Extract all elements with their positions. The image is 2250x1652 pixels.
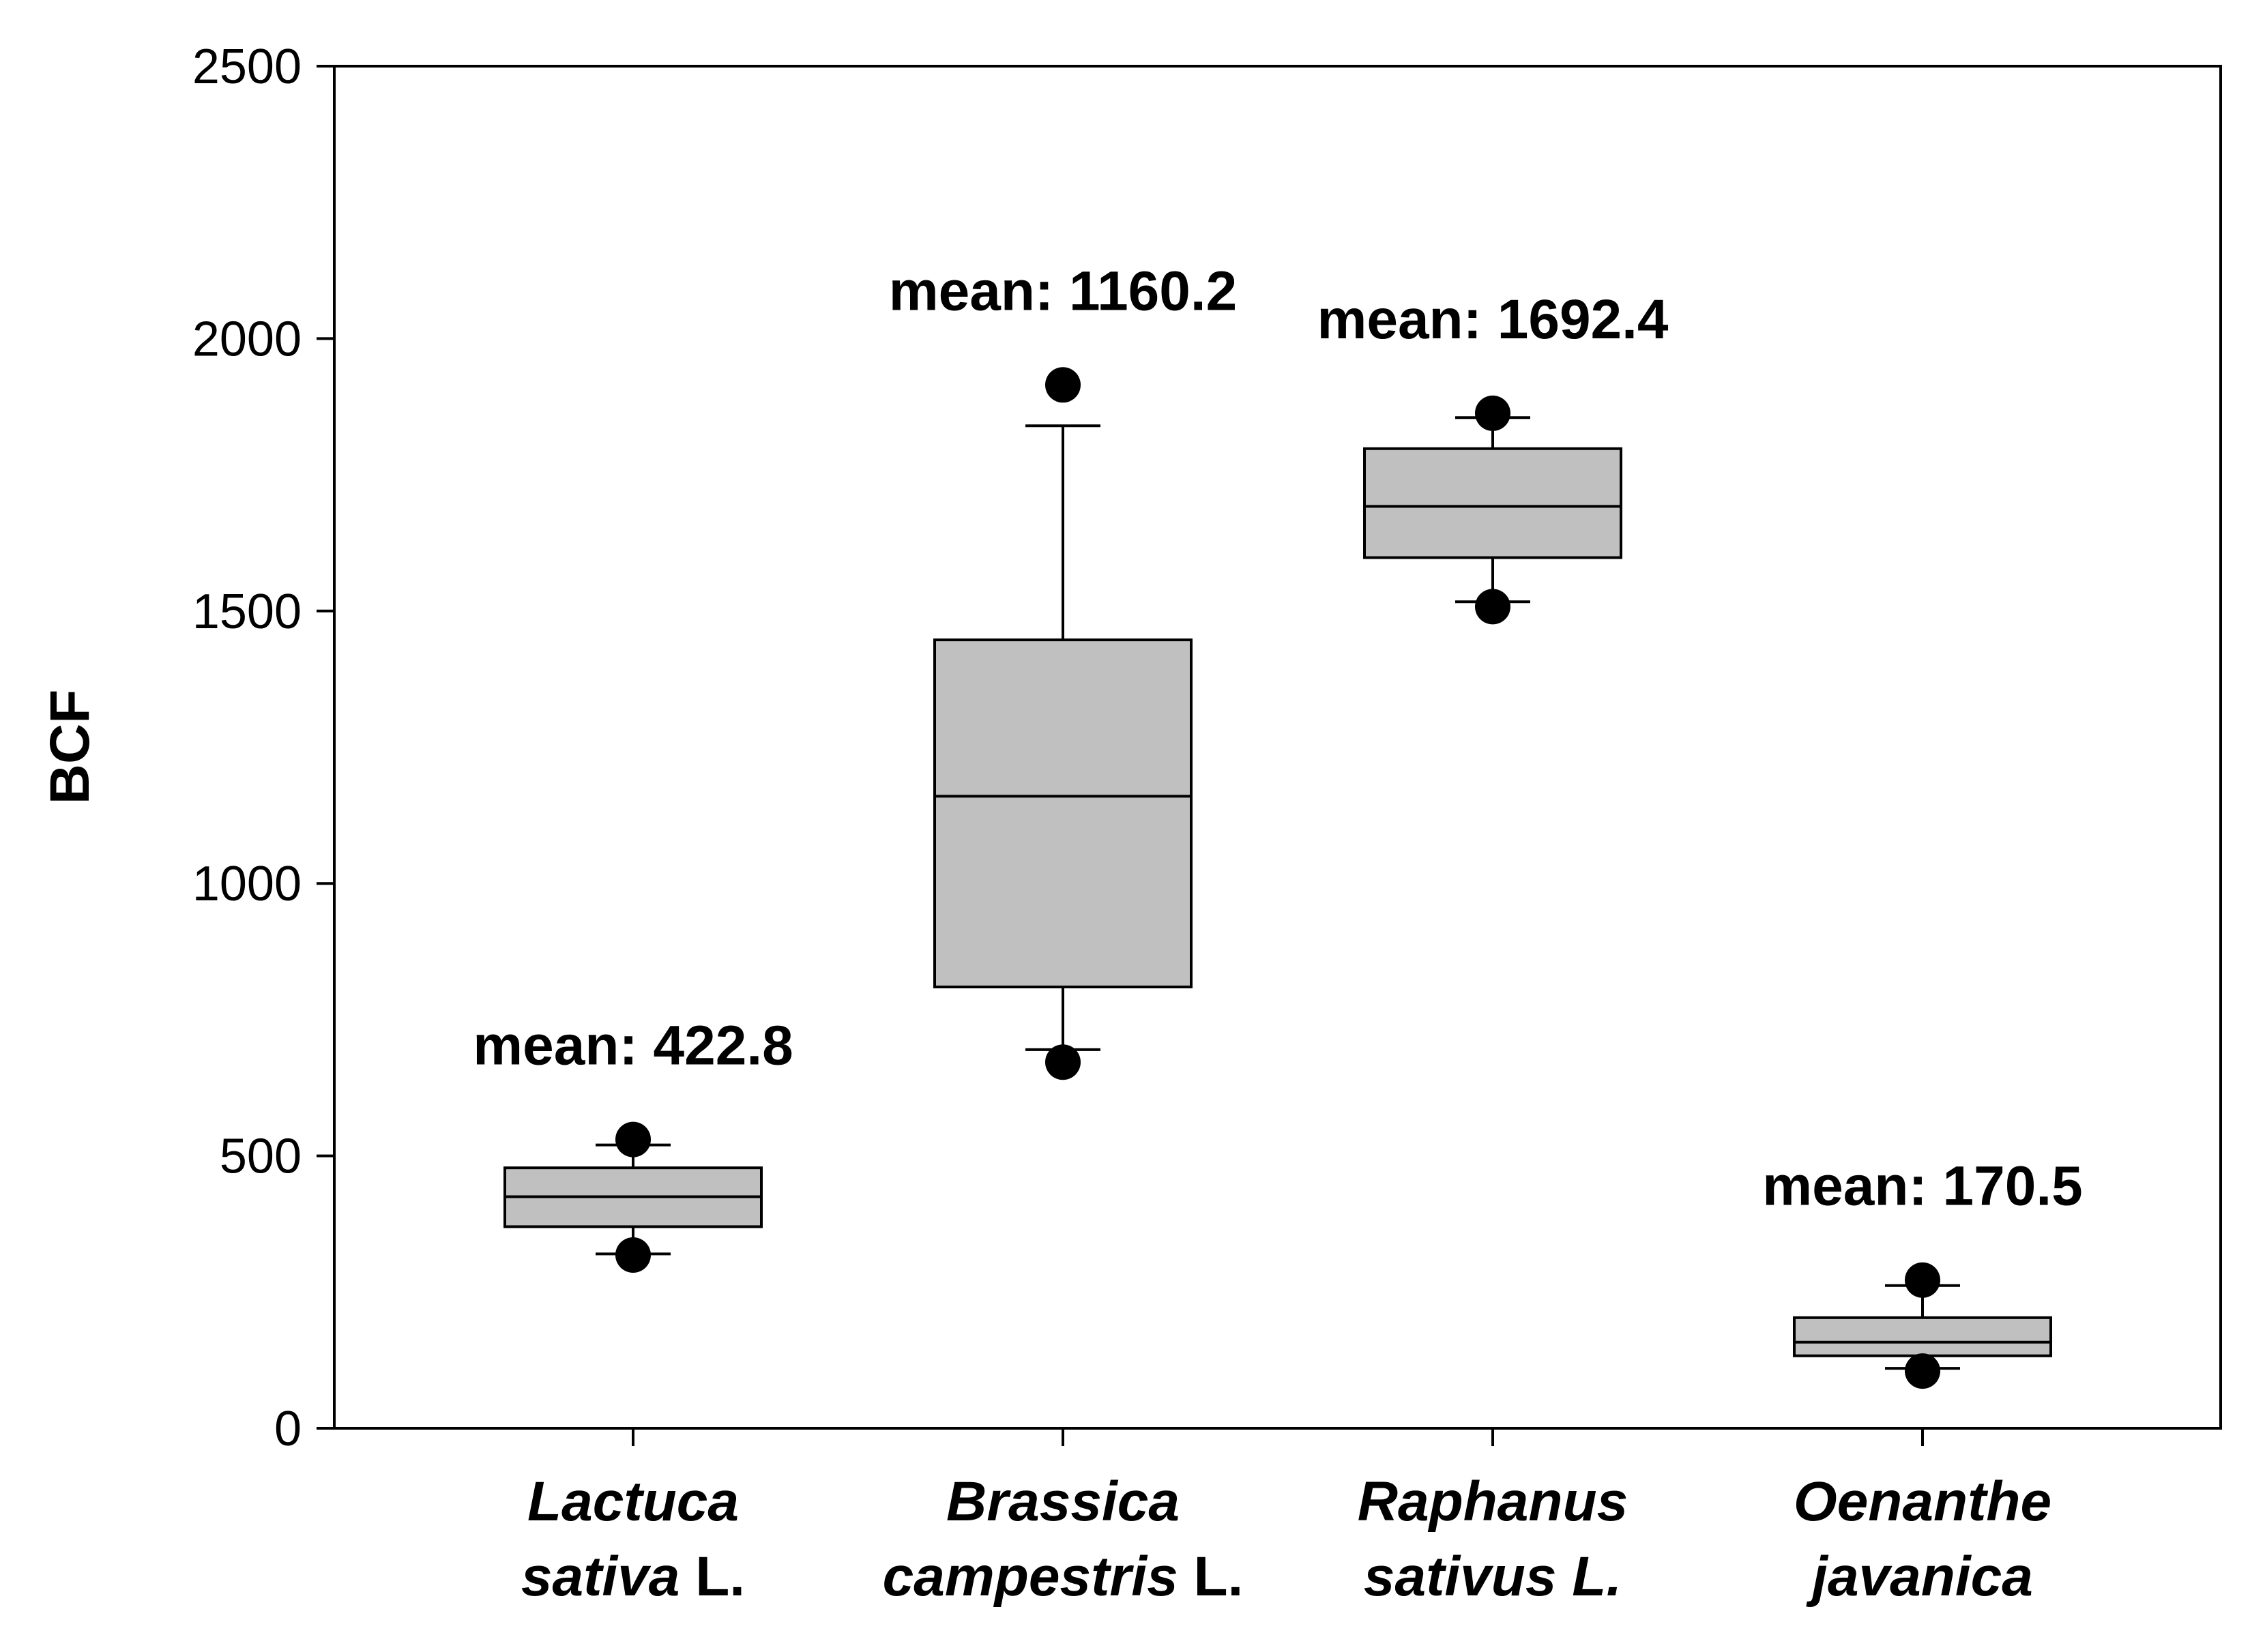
- mean-label: mean: 1692.4: [1317, 289, 1668, 351]
- mean-label: mean: 170.5: [1762, 1155, 2083, 1218]
- outlier-point: [1905, 1262, 1940, 1298]
- y-tick-label: 0: [274, 1402, 302, 1456]
- outlier-point: [615, 1121, 651, 1157]
- y-tick-label: 500: [220, 1130, 302, 1184]
- category-label-line1: Oenanthe: [1794, 1471, 2051, 1533]
- outlier-point: [1475, 395, 1510, 431]
- y-axis-title: BCF: [39, 690, 101, 805]
- outlier-point: [1905, 1353, 1940, 1389]
- category-label-italic-part: sativus L.: [1364, 1546, 1622, 1608]
- outlier-point: [1045, 1044, 1081, 1080]
- y-tick-label: 1000: [192, 857, 302, 911]
- category-label-line2: javanica: [1806, 1546, 2033, 1608]
- iqr-box: [1363, 447, 1622, 559]
- category-label-line1: Raphanus: [1358, 1471, 1628, 1533]
- category-label-line1: Lactuca: [527, 1471, 739, 1533]
- category-label-line2: sativa L.: [521, 1546, 745, 1608]
- box-group: mean: 422.8: [473, 1015, 793, 1273]
- box-series: mean: 422.8 mean: 1160.2 mean: 1692.4 mean:…: [473, 260, 2083, 1389]
- outlier-point: [615, 1237, 651, 1273]
- box-group: mean: 170.5: [1762, 1155, 2083, 1389]
- category-label-line2: campestris L.: [883, 1546, 1244, 1608]
- y-tick-label: 2500: [192, 40, 302, 94]
- category-label-italic-part: javanica: [1806, 1546, 2033, 1608]
- category-label-italic-part: campestris: [883, 1546, 1178, 1608]
- y-tick-label: 2000: [192, 312, 302, 366]
- box-group: mean: 1692.4: [1317, 289, 1669, 625]
- category-label-line1: Brassica: [946, 1471, 1180, 1533]
- category-label-plain-part: L.: [1178, 1546, 1244, 1608]
- plot-frame: [333, 65, 2222, 1430]
- y-tick-label: 1500: [192, 585, 302, 639]
- category-label-italic-part: sativa: [521, 1546, 680, 1608]
- mean-label: mean: 422.8: [473, 1015, 793, 1077]
- x-axis: Lactuca sativa L. Brassica campestris L. Rap…: [521, 1428, 2051, 1608]
- outlier-point: [1475, 589, 1510, 625]
- box-group: mean: 1160.2: [889, 260, 1238, 1080]
- iqr-box: [933, 638, 1193, 988]
- outlier-point: [1045, 367, 1081, 403]
- category-label-plain-part: L.: [680, 1546, 745, 1608]
- iqr-box: [1793, 1316, 2052, 1357]
- y-axis: 0 500 1000 1500 2000 2500: [192, 40, 334, 1456]
- mean-label: mean: 1160.2: [889, 260, 1238, 322]
- category-label-line2: sativus L.: [1364, 1546, 1622, 1608]
